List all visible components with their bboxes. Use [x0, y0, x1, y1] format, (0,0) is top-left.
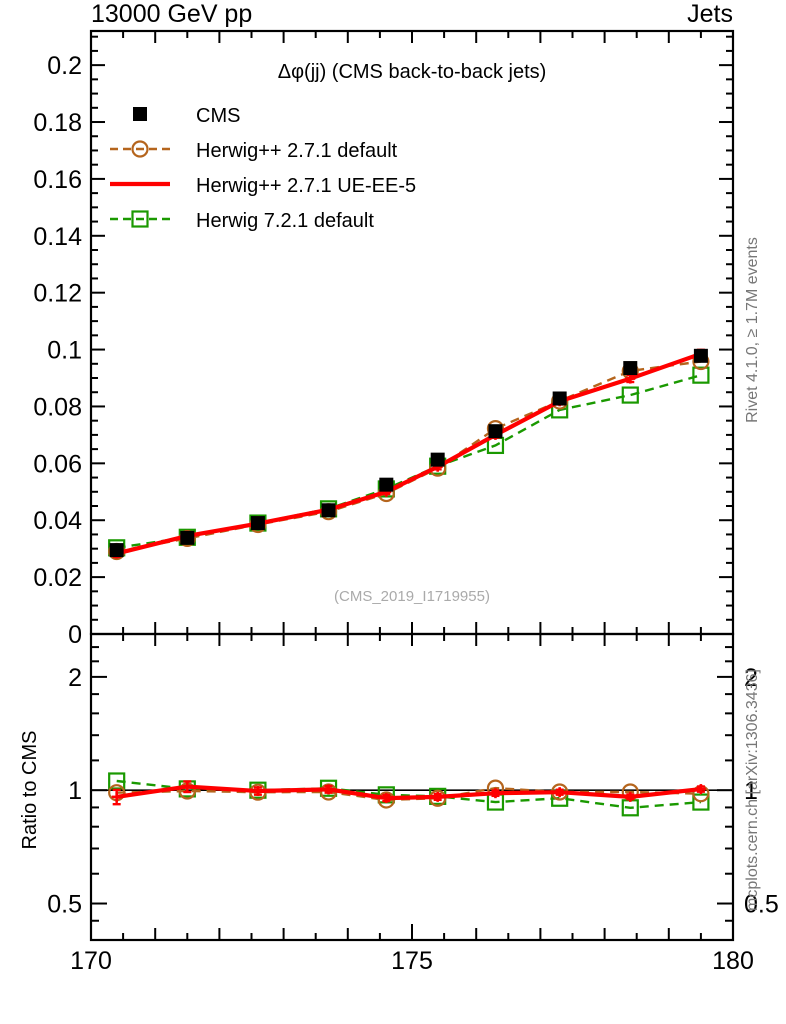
- legend-marker-filled-square: [133, 107, 147, 121]
- legend-label: Herwig++ 2.7.1 default: [196, 140, 398, 162]
- main-marker: [552, 391, 567, 406]
- main-ytick-label: 0: [68, 621, 82, 649]
- main-series-cms: [109, 348, 708, 558]
- ratio-ytick-label: 1: [68, 777, 82, 805]
- header-beam-label: 13000 GeV pp: [91, 0, 252, 28]
- main-panel: 0 0.02 0.04 0.06 0.08 0.1 0.12 0.14 0.16 0.18 0.2: [33, 29, 735, 649]
- ratio-series-herwig-2-7-1-ue-ee-5: [111, 780, 706, 806]
- watermark-analysis-id: (CMS_2019_I1719955): [334, 588, 490, 605]
- ratio-marker: [108, 772, 126, 790]
- legend: CMS Herwig++ 2.7.1 default Herwig++ 2.7.1 …: [110, 105, 416, 232]
- main-series-herwig-2-7-1-ue-ee-5: [111, 348, 706, 559]
- legend-label: Herwig++ 2.7.1 UE-EE-5: [196, 175, 416, 197]
- sidebar-rivet-version: Rivet 4.1.0, ≥ 1.7M events: [744, 237, 761, 423]
- main-ytick-label: 0.18: [33, 109, 82, 137]
- ratio-axis-label: Ratio to CMS: [19, 731, 41, 850]
- main-marker: [488, 424, 503, 439]
- main-ytick-label: 0.2: [47, 52, 82, 80]
- main-line: [116, 360, 702, 553]
- main-marker: [250, 516, 265, 531]
- legend-entry-0[interactable]: CMS: [133, 105, 240, 127]
- main-marker: [430, 452, 445, 467]
- ratio-xtick-label: 175: [391, 947, 433, 975]
- ratio-xtick-label: 180: [712, 947, 754, 975]
- sidebar-mcplots-reference: mcplots.cern.ch [arXiv:1306.3436]: [744, 669, 761, 911]
- plot-title: Δφ(jj) (CMS back-to-back jets): [278, 61, 547, 83]
- main-marker: [692, 366, 710, 384]
- ratio-line: [116, 786, 701, 802]
- legend-entry-2[interactable]: Herwig++ 2.7.1 UE-EE-5: [110, 175, 416, 197]
- header-analysis-label: Jets: [687, 0, 733, 28]
- ratio-ytick-label-right: 0.5: [744, 891, 779, 919]
- ratio-ytick-label-right: 2: [744, 664, 758, 692]
- main-ytick-label: 0.02: [33, 564, 82, 592]
- main-ytick-label: 0.06: [33, 450, 82, 478]
- main-marker: [693, 348, 708, 363]
- ratio-marker: [692, 793, 710, 811]
- legend-marker-open-circle: [131, 140, 149, 158]
- legend-label: Herwig 7.2.1 default: [196, 210, 374, 232]
- main-series-herwig-7-2-1-default: [108, 366, 710, 557]
- main-marker: [180, 530, 195, 545]
- ratio-xtick-label: 170: [70, 947, 112, 975]
- main-ytick-label: 0.14: [33, 223, 82, 251]
- legend-entry-3[interactable]: Herwig 7.2.1 default: [110, 210, 374, 232]
- ratio-ytick-label: 2: [68, 664, 82, 692]
- main-series-herwig-2-7-1-default: [108, 352, 710, 561]
- main-ytick-label: 0.12: [33, 280, 82, 308]
- main-ytick-label: 0.08: [33, 393, 82, 421]
- legend-marker-open-square: [131, 210, 149, 228]
- main-marker: [379, 477, 394, 492]
- ratio-line: [116, 784, 702, 801]
- main-ytick-label: 0.04: [33, 507, 82, 535]
- ratio-ytick-label: 0.5: [47, 891, 82, 919]
- main-line: [116, 374, 702, 549]
- legend-label: CMS: [196, 105, 240, 127]
- main-marker: [321, 503, 336, 518]
- ratio-ytick-label-right: 1: [744, 777, 758, 805]
- main-marker: [623, 361, 638, 376]
- ratio-panel: 0.5 0.5 1 1 2 2 170 175 180: [47, 632, 779, 975]
- main-ytick-label: 0.16: [33, 166, 82, 194]
- main-marker: [621, 386, 639, 404]
- main-line: [116, 351, 702, 556]
- main-ytick-label: 0.1: [47, 337, 82, 365]
- main-marker: [109, 543, 124, 558]
- legend-entry-1[interactable]: Herwig++ 2.7.1 default: [110, 140, 398, 162]
